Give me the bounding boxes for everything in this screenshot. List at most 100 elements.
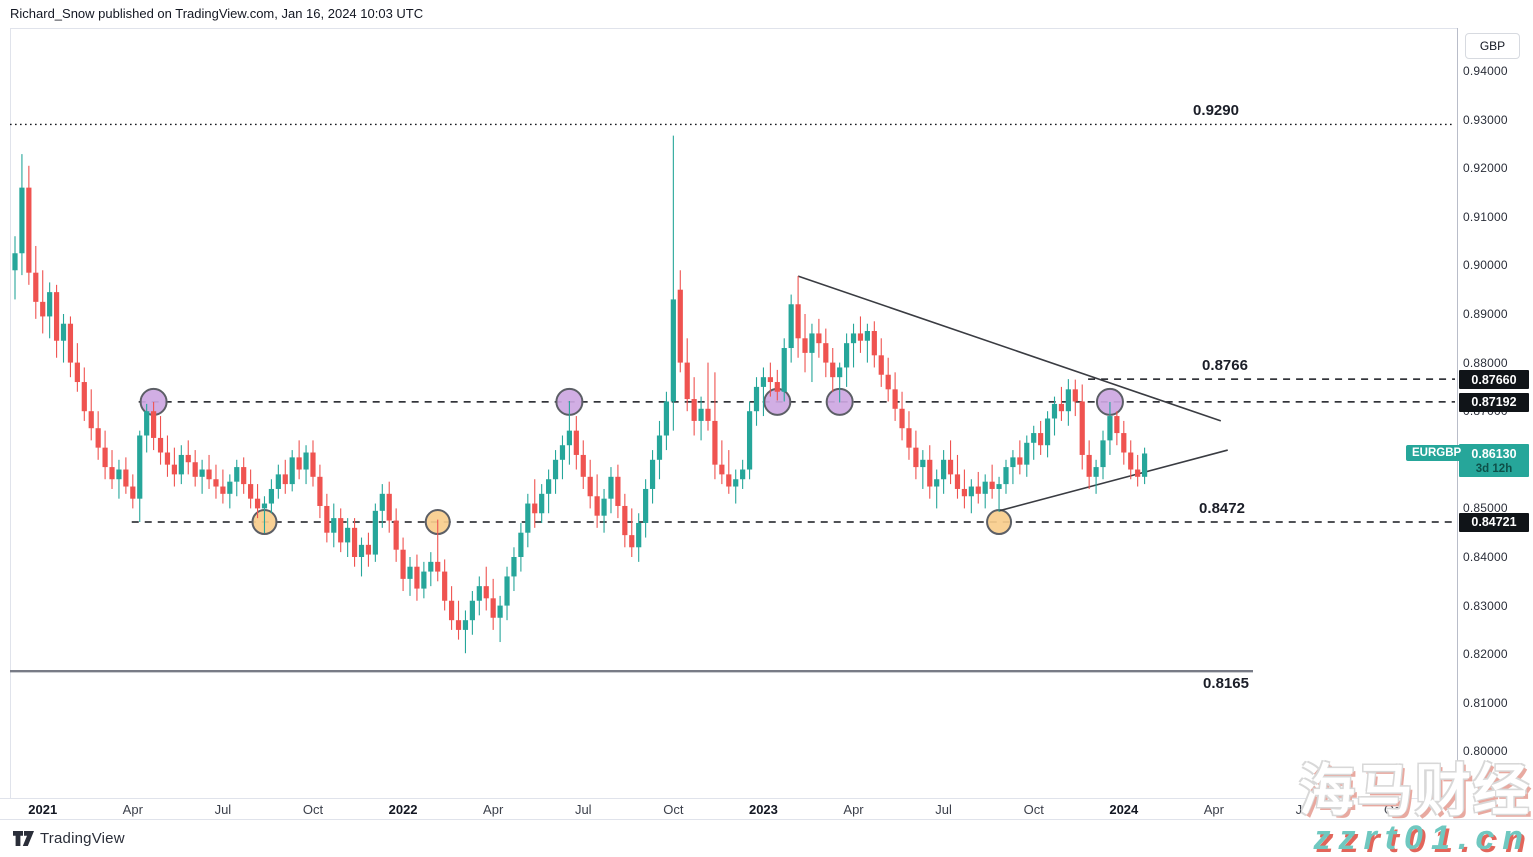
candle-body: [213, 479, 219, 487]
candle-body: [788, 304, 794, 349]
candle-body: [358, 544, 365, 557]
plot-left-border: [10, 28, 11, 798]
candle-body: [677, 289, 683, 363]
candle-body: [476, 586, 482, 601]
price-tick-label: 0.92000: [1463, 161, 1508, 176]
price-level-label: 0.8472: [1199, 500, 1245, 517]
candle-body: [746, 411, 753, 470]
price-tick-label: 0.94000: [1463, 64, 1508, 78]
trendline: [998, 449, 1228, 512]
candle-body: [636, 522, 642, 548]
time-axis-label: Apr: [122, 802, 143, 817]
candle-body: [837, 367, 843, 378]
candle-body: [629, 535, 635, 548]
candle-body: [532, 503, 538, 514]
candle-body: [809, 333, 815, 353]
candle-body: [109, 467, 115, 480]
candlestick-chart[interactable]: [0, 28, 1533, 818]
plot-top-border: [10, 28, 1457, 29]
candle-body: [1086, 454, 1092, 477]
candle-body: [234, 467, 240, 482]
time-axis-label: Jul: [214, 802, 232, 817]
price-tick-label: 0.89000: [1463, 307, 1508, 321]
candle-body: [268, 488, 275, 504]
candle-body: [164, 452, 171, 465]
axis-separator: [1457, 28, 1458, 819]
candle-body: [1051, 403, 1058, 419]
price-tick-label: 0.82000: [1463, 647, 1508, 662]
candle-body: [144, 411, 150, 436]
price-axis[interactable]: GBP 0.94000 0.93000 0.92000 0.91000 0.90000 0…: [1458, 28, 1533, 819]
candle-body: [802, 338, 808, 353]
candle-body: [795, 304, 801, 339]
candle-body: [1135, 469, 1141, 477]
watermark-url-text: zzrt01.cn: [1313, 819, 1531, 857]
candle-body: [947, 459, 954, 475]
candle-body: [248, 484, 254, 499]
tradingview-logo[interactable]: TradingView: [13, 830, 125, 847]
candle-body: [989, 481, 995, 489]
candle-body: [774, 382, 780, 392]
candle-body: [663, 401, 670, 436]
candle-body: [601, 498, 607, 516]
candle-body: [171, 464, 177, 475]
time-axis-bottom-border: [0, 819, 1533, 820]
candle-body: [559, 445, 566, 460]
candle-body: [88, 411, 94, 429]
candle-body: [823, 343, 829, 363]
candle-body: [60, 323, 67, 341]
candle-body: [12, 253, 18, 271]
currency-button[interactable]: GBP: [1465, 33, 1520, 59]
time-axis[interactable]: 2021 Apr Jul Oct 2022 Apr Jul Oct 2023 Apr Jul Oct 2…: [0, 799, 1533, 819]
candle-body: [1010, 457, 1016, 468]
candle-body: [421, 571, 427, 589]
time-axis-label: Oct: [663, 802, 684, 817]
candle-body: [622, 505, 628, 536]
candle-body: [740, 469, 746, 480]
candle-body: [192, 462, 198, 477]
candle-body: [448, 600, 455, 621]
price-level-badge: 0.87660: [1459, 370, 1529, 390]
candle-body: [566, 430, 572, 446]
candle-body: [331, 518, 337, 533]
candle-body: [1065, 389, 1071, 412]
candle-body: [338, 518, 344, 543]
candle-body: [462, 620, 469, 630]
candle-body: [1031, 433, 1037, 443]
last-price-value: 0.86130: [1471, 446, 1517, 461]
trendline: [797, 275, 1222, 422]
price-tick-label: 0.91000: [1463, 209, 1508, 224]
candle-body: [227, 481, 233, 494]
candle-body: [53, 292, 60, 341]
candle-body: [81, 382, 87, 412]
candle-body: [698, 408, 704, 421]
candle-body: [719, 464, 725, 475]
candle-body: [608, 476, 614, 499]
price-tick-label: 0.83000: [1463, 598, 1508, 613]
candle-body: [123, 469, 129, 487]
candle-body: [220, 486, 226, 494]
candle-body: [670, 299, 676, 402]
candle-body: [733, 479, 739, 487]
tradingview-logo-text: TradingView: [40, 830, 125, 847]
candle-body: [580, 454, 586, 477]
candle-body: [691, 399, 697, 421]
candle-body: [615, 476, 621, 506]
candle-body: [185, 454, 191, 463]
candle-body: [157, 437, 164, 453]
candle-body: [1141, 453, 1148, 477]
candle-body: [102, 447, 108, 468]
candle-body: [684, 362, 690, 400]
price-level-label: 0.8165: [1203, 675, 1249, 693]
candle-body: [469, 600, 475, 621]
price-tick-label: 0.85000: [1463, 501, 1508, 516]
candle-body: [511, 557, 517, 577]
candle-body: [151, 411, 157, 438]
time-axis-label: Oct: [1383, 802, 1405, 817]
candle-body: [864, 331, 870, 341]
candle-body: [594, 496, 600, 516]
price-tick-label: 0.80000: [1463, 744, 1508, 759]
time-axis-label: Jul: [935, 802, 952, 817]
candle-body: [19, 187, 25, 254]
